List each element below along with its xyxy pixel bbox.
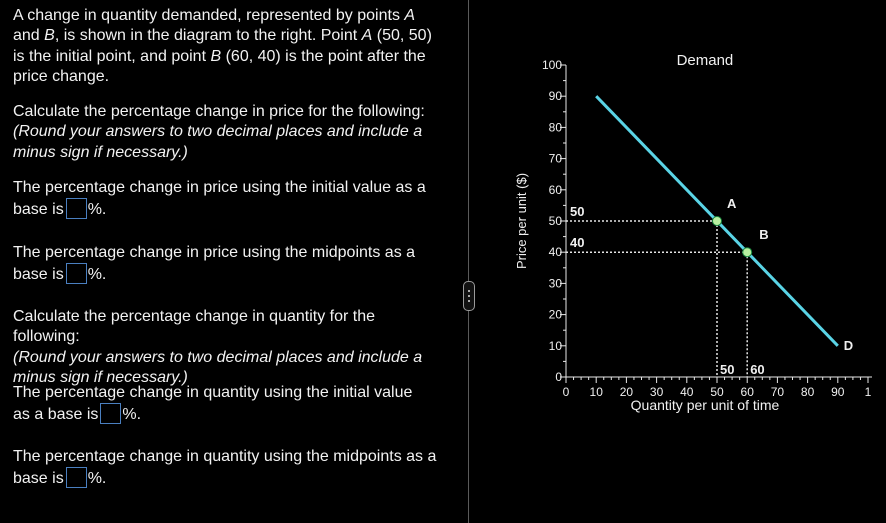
x-tick-label: 0 <box>563 385 570 399</box>
x-tick-label: 60 <box>741 385 755 399</box>
y-tick-label: 50 <box>549 214 563 228</box>
quantity-b-label: 60 <box>750 362 764 377</box>
point-b-label: B <box>759 227 768 242</box>
x-tick-label: 40 <box>680 385 694 399</box>
price-initial-answer-input[interactable] <box>65 198 87 220</box>
x-tick-label: 20 <box>620 385 634 399</box>
price-instructions: Calculate the percentage change in price… <box>13 103 425 161</box>
price-b-label: 40 <box>570 235 584 250</box>
x-tick-label: 90 <box>831 385 845 399</box>
x-axis-title: Quantity per unit of time <box>631 397 780 413</box>
y-tick-label: 90 <box>549 89 563 103</box>
price-midpoint-question: The percentage change in price using the… <box>13 244 416 285</box>
y-axis-title: Price per unit ($) <box>514 173 529 269</box>
quantity-instructions: Calculate the percentage change in quant… <box>13 308 423 387</box>
y-tick-label: 70 <box>549 152 563 166</box>
point-a-label: A <box>727 196 737 211</box>
demand-chart: 0 10 20 30 40 50 60 70 80 90 100 0 10 20 30 40 50 60 70 80 9… <box>514 52 872 413</box>
x-tick-label: 10 <box>590 385 604 399</box>
price-a-label: 50 <box>570 204 584 219</box>
quantity-midpoint-answer-input[interactable] <box>65 467 87 489</box>
x-tick-label: 30 <box>650 385 664 399</box>
price-initial-question: The percentage change in price using the… <box>13 179 426 220</box>
quantity-midpoint-question: The percentage change in quantity using … <box>13 448 437 489</box>
x-tick-label: 80 <box>801 385 815 399</box>
x-tick-label: 70 <box>771 385 785 399</box>
price-midpoint-answer-input[interactable] <box>65 263 87 285</box>
panel-resize-handle[interactable] <box>463 281 475 311</box>
point-a <box>712 216 722 226</box>
quantity-initial-question: The percentage change in quantity using … <box>13 384 413 425</box>
chart-title: Demand <box>677 52 734 69</box>
panel-divider <box>468 0 469 523</box>
y-tick-label: 30 <box>549 276 563 290</box>
y-tick-label: 20 <box>549 308 563 322</box>
question-panel: A change in quantity demanded, represent… <box>13 7 437 489</box>
y-tick-label: 100 <box>542 58 562 72</box>
question-intro: A change in quantity demanded, represent… <box>13 7 432 86</box>
y-tick-label: 0 <box>555 370 562 384</box>
y-tick-label: 60 <box>549 183 563 197</box>
demand-line-label: D <box>844 338 853 353</box>
y-tick-label: 80 <box>549 120 563 134</box>
x-tick-label: 50 <box>710 385 724 399</box>
quantity-initial-answer-input[interactable] <box>100 403 122 425</box>
y-tick-label: 10 <box>549 339 563 353</box>
x-tick-label: 1 <box>865 385 872 399</box>
y-tick-label: 40 <box>549 245 563 259</box>
point-b <box>742 247 753 258</box>
quantity-a-label: 50 <box>720 362 734 377</box>
